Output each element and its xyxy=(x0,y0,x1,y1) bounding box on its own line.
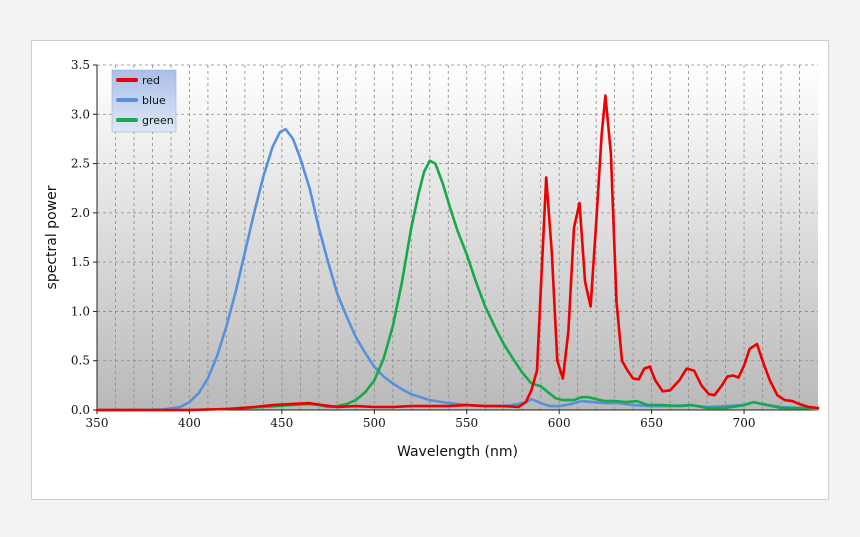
grid xyxy=(97,64,818,410)
series-line-green xyxy=(95,159,820,412)
x-tick-label: 700 xyxy=(733,416,756,430)
y-tick-label: 1.0 xyxy=(71,304,90,318)
series-line-red xyxy=(95,94,820,412)
x-tick-label: 450 xyxy=(270,416,293,430)
x-tick-label: 400 xyxy=(178,416,201,430)
x-tick-label: 550 xyxy=(455,416,478,430)
x-axis-title: Wavelength (nm) xyxy=(397,444,518,460)
legend-label-red: red xyxy=(142,74,160,87)
y-axis-title: spectral power xyxy=(44,185,60,289)
x-tick-label: 350 xyxy=(86,416,109,430)
y-tick-label: 2.5 xyxy=(71,157,90,171)
legend-label-green: green xyxy=(142,114,174,127)
y-tick-label: 0.0 xyxy=(71,403,90,417)
plot-area xyxy=(97,65,818,410)
y-tick-label: 2.0 xyxy=(71,206,90,220)
y-tick-label: 1.5 xyxy=(71,255,90,269)
x-tick-label: 500 xyxy=(363,416,386,430)
y-tick-label: 3.5 xyxy=(71,58,90,72)
y-tick-label: 0.5 xyxy=(71,354,90,368)
y-tick-label: 3.0 xyxy=(71,107,90,121)
legend: red blue green xyxy=(111,69,177,133)
x-tick-label: 600 xyxy=(548,416,571,430)
series-layer xyxy=(95,94,820,412)
legend-label-blue: blue xyxy=(142,94,166,107)
x-tick-label: 650 xyxy=(640,416,663,430)
